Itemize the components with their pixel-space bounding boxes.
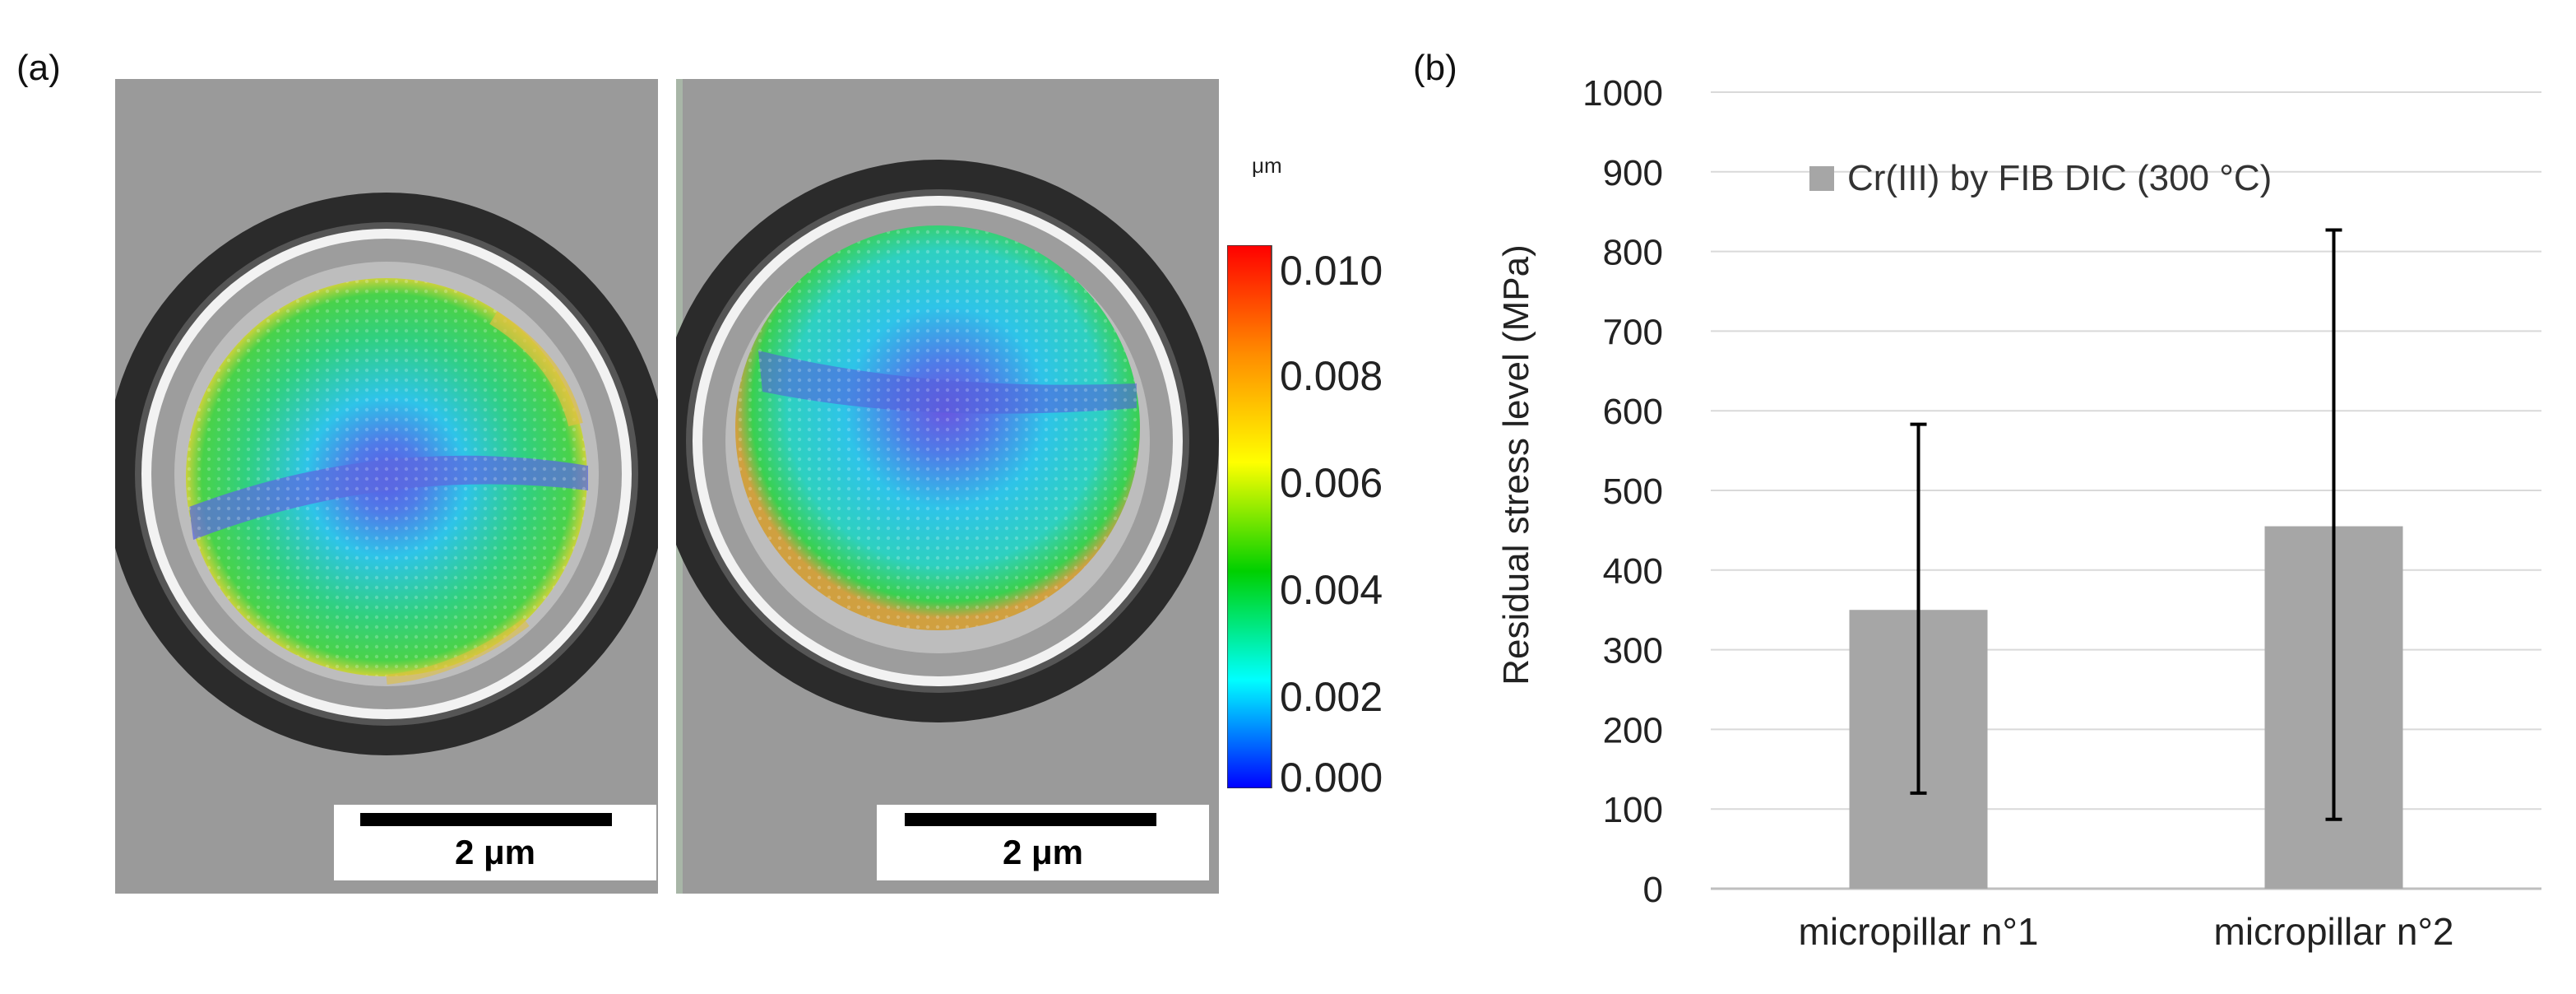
y-tick-label: 600 — [1603, 392, 1663, 432]
scalebar-right: 2 μm — [877, 805, 1209, 880]
panel-b-label: (b) — [1413, 48, 1457, 88]
scalebar-right-bar — [905, 813, 1156, 826]
chart-gridlines — [1711, 91, 2541, 890]
scalebar-left: 2 μm — [334, 805, 656, 880]
colorbar-tick: 0.010 — [1280, 248, 1383, 294]
scalebar-left-bar — [360, 813, 612, 826]
colorbar-tick: 0.004 — [1280, 567, 1383, 613]
colorbar-tick: 0.000 — [1280, 755, 1383, 801]
legend-swatch — [1809, 166, 1834, 191]
colorbar-tick: 0.002 — [1280, 674, 1383, 720]
y-tick-label: 500 — [1603, 471, 1663, 512]
colorbar-tick: 0.008 — [1280, 353, 1383, 399]
scalebar-right-label: 2 μm — [1002, 833, 1084, 871]
panel-a-label: (a) — [16, 48, 61, 88]
y-tick-label: 1000 — [1582, 73, 1663, 114]
colorbar-tick: 0.006 — [1280, 460, 1383, 506]
chart-bars — [1849, 526, 2403, 889]
y-tick-label: 200 — [1603, 710, 1663, 750]
y-tick-label: 900 — [1603, 153, 1663, 193]
micrograph-left: 2 μm — [115, 79, 658, 894]
scalebar-left-label: 2 μm — [454, 833, 536, 871]
x-tick-label: micropillar n°1 — [1799, 910, 2039, 953]
colorbar — [1227, 245, 1272, 788]
y-tick-label: 0 — [1643, 870, 1663, 910]
y-tick-label: 800 — [1603, 233, 1663, 273]
legend-label: Cr(III) by FIB DIC (300 °C) — [1847, 158, 2272, 198]
bar-chart: 0 100 200 300 400 500 600 700 800 900 1000 micropi… — [1496, 73, 2541, 953]
chart-error-bars — [1910, 228, 2342, 821]
y-tick-label: 300 — [1603, 631, 1663, 671]
x-axis-ticks: micropillar n°1 micropillar n°2 — [1799, 910, 2454, 953]
y-tick-label: 700 — [1603, 312, 1663, 352]
micrograph-right: 2 μm — [676, 79, 1219, 894]
y-tick-label: 100 — [1603, 790, 1663, 830]
x-tick-label: micropillar n°2 — [2214, 910, 2454, 953]
colorbar-unit: μm — [1252, 153, 1282, 178]
legend: Cr(III) by FIB DIC (300 °C) — [1809, 158, 2272, 198]
y-axis-ticks: 0 100 200 300 400 500 600 700 800 900 1000 — [1582, 73, 1663, 910]
y-axis-label: Residual stress level (MPa) — [1496, 244, 1536, 685]
y-tick-label: 400 — [1603, 551, 1663, 592]
